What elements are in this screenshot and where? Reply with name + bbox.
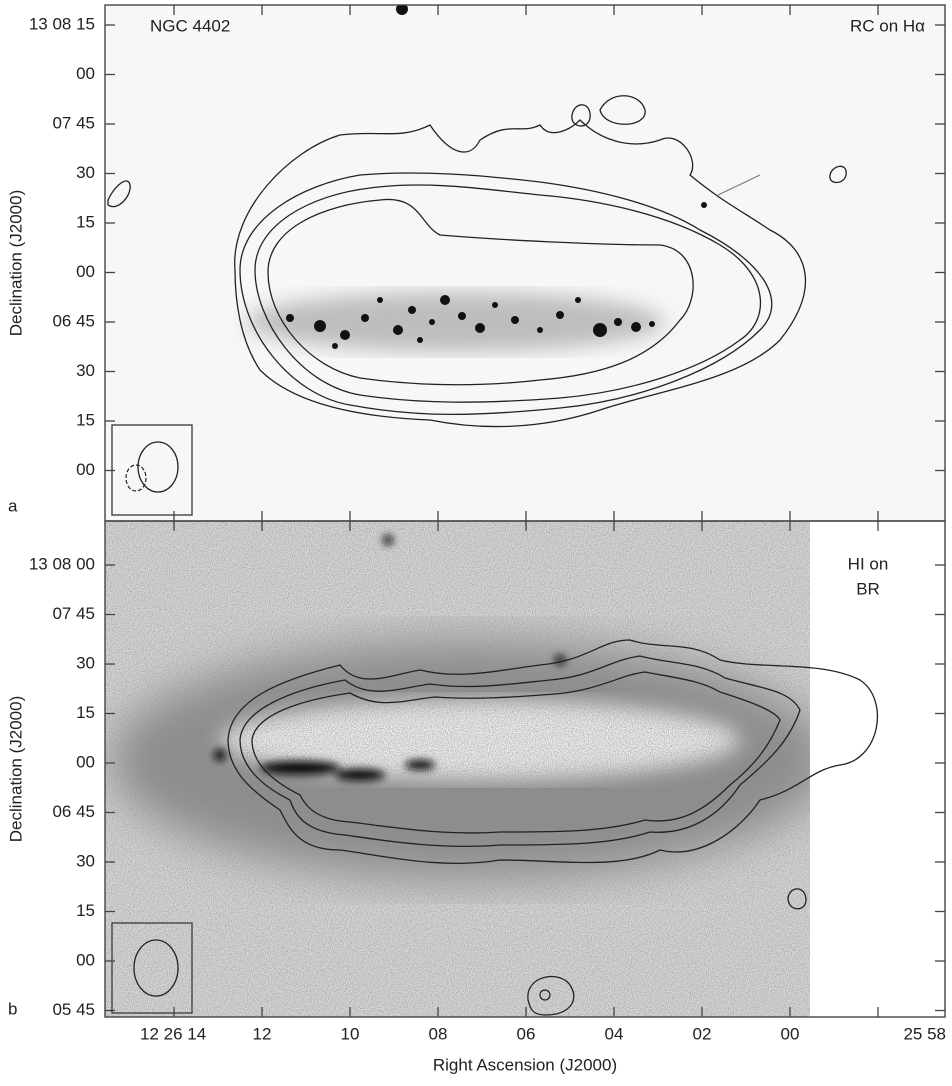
y-tick-label: 15: [76, 901, 95, 920]
panel-a-image: [105, 5, 945, 521]
y-tick-label: 30: [76, 361, 95, 380]
panel-label: a: [8, 496, 18, 515]
x-tick-label: 08: [429, 1024, 448, 1043]
y-tick-label: 00: [76, 752, 95, 771]
y-tick-label: 30: [76, 653, 95, 672]
x-tick-label: 02: [693, 1024, 712, 1043]
panel-b-annotation-right: HI on: [848, 554, 889, 573]
y-tick-label: 15: [76, 410, 95, 429]
x-tick-label: 12: [253, 1024, 272, 1043]
panel-a-annotation-right: RC on Hα: [850, 16, 925, 35]
x-tick-label: 06: [517, 1024, 536, 1043]
y-tick-label: 13 08 15: [29, 14, 95, 33]
panel-b-contours: [227, 639, 879, 1016]
x-tick-label: 12 26 14: [140, 1024, 206, 1043]
panel-b-annotation-right: BR: [856, 579, 880, 598]
y-tick-label: 06 45: [52, 802, 95, 821]
x-tick-label: 10: [341, 1024, 360, 1043]
y-tick-label: 00: [76, 950, 95, 969]
y-tick-label: 30: [76, 851, 95, 870]
y-tick-label: 00: [76, 460, 95, 479]
x-tick-label: 00: [781, 1024, 800, 1043]
y-axis-label: Declination (J2000): [6, 696, 25, 842]
x-tick-label: 25 58: [903, 1024, 946, 1043]
panel-b-frame: [104, 520, 946, 1018]
x-tick-label: 04: [605, 1024, 624, 1043]
y-tick-label: 30: [76, 163, 95, 182]
y-tick-label: 15: [76, 212, 95, 231]
y-tick-label: 15: [76, 703, 95, 722]
y-tick-label: 06 45: [52, 311, 95, 330]
x-axis-label: Right Ascension (J2000): [433, 1055, 617, 1074]
axis-ticks: 13 08 15 00 07 45 30 15 00 06 45 30 15 00 13 08 00…: [29, 5, 946, 1043]
panel-b-image: [105, 521, 810, 1017]
y-tick-label: 07 45: [52, 604, 95, 623]
y-tick-label: 13 08 00: [29, 554, 95, 573]
panel-label: b: [8, 999, 17, 1018]
y-tick-label: 00: [76, 64, 95, 83]
y-axis-label: Declination (J2000): [6, 190, 25, 336]
panel-a-annotation-left: NGC 4402: [150, 16, 230, 35]
y-tick-label: 07 45: [52, 113, 95, 132]
y-tick-label: 05 45: [52, 1000, 95, 1019]
y-tick-label: 00: [76, 262, 95, 281]
